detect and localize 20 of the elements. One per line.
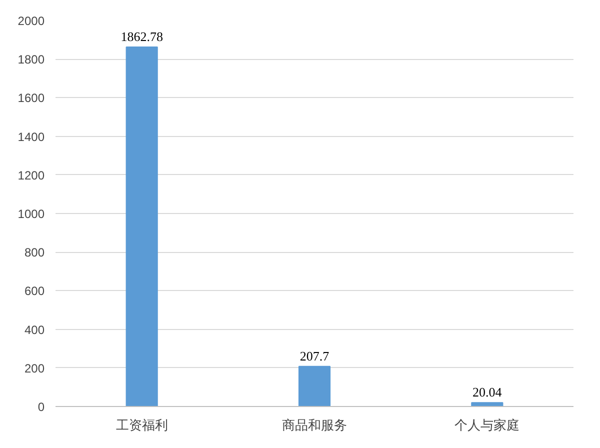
y-tick-label: 600 [24,284,45,298]
bar [298,366,331,406]
y-tick-label: 800 [24,246,45,260]
y-tick-label: 200 [24,361,45,376]
bar [126,46,158,406]
y-tick-label: 0 [38,400,45,414]
x-tick-label: 商品和服务 [282,418,347,432]
x-tick-label: 工资福利 [116,418,168,432]
y-tick-label: 1000 [18,207,45,221]
y-tick-label: 1600 [18,91,45,106]
data-label: 1862.78 [120,28,163,44]
x-tick-label: 个人与家庭 [454,418,520,432]
data-label: 207.7 [300,348,330,364]
y-tick-label: 1200 [18,168,45,182]
y-tick-label: 400 [24,322,45,337]
bar [471,402,504,406]
y-tick-label: 1400 [18,130,45,144]
y-tick-label: 2000 [18,14,45,28]
y-tick-label: 1800 [18,52,45,67]
data-label: 20.04 [472,384,502,400]
